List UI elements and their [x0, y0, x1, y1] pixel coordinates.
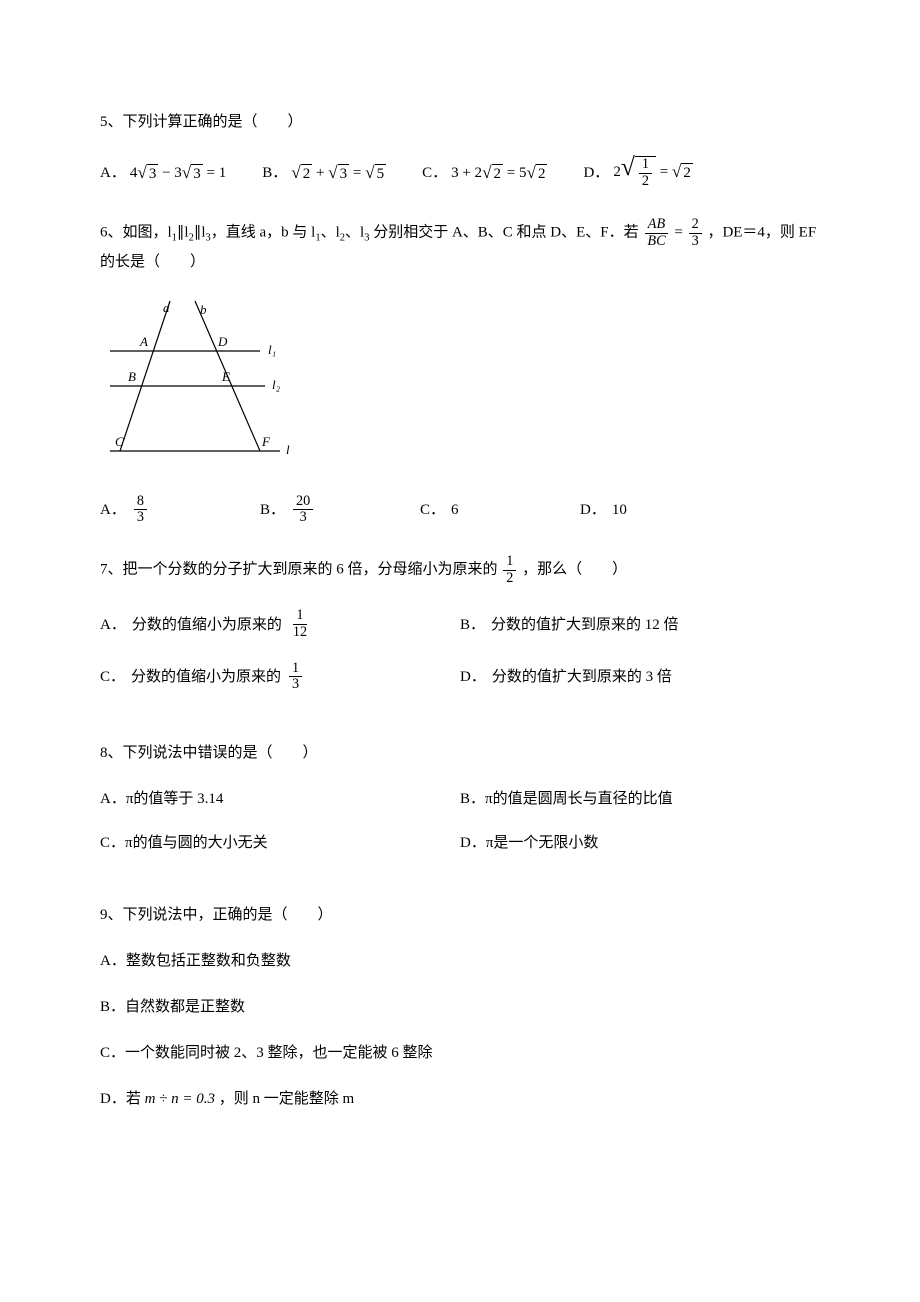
q5-option-a: A． 4√3 − 3√3 = 1 [100, 161, 226, 185]
q7-option-b: B．分数的值扩大到原来的 12 倍 [460, 608, 820, 640]
q5-b-label: B． [262, 161, 287, 185]
sqrt-icon: √3 [182, 164, 203, 183]
q6-option-d: D．10 [580, 494, 740, 526]
q9-option-c: C．一个数能同时被 2、3 整除，也一定能被 6 整除 [100, 1041, 820, 1065]
question-5: 5、下列计算正确的是（ ） A． 4√3 − 3√3 = 1 B． √2 + √… [100, 110, 820, 189]
q9-option-a: A．整数包括正整数和负整数 [100, 949, 820, 973]
q5-option-b: B． √2 + √3 = √5 [262, 161, 386, 185]
sqrt-icon: √2 [291, 164, 312, 183]
svg-text:l₃: l₃ [286, 442, 290, 457]
svg-text:E: E [221, 369, 230, 384]
q5-a-label: A． [100, 161, 126, 185]
svg-text:F: F [261, 434, 271, 449]
question-8: 8、下列说法中错误的是（ ） A．π的值等于 3.14 B．π的值是圆周长与直径… [100, 741, 820, 875]
q8-option-c: C．π的值与圆的大小无关 [100, 831, 460, 855]
q6-text: 6、如图，l1∥l2∥l3，直线 a，b 与 l1、l2、l3 分别相交于 A、… [100, 217, 820, 273]
q9-option-b: B．自然数都是正整数 [100, 995, 820, 1019]
sqrt-icon: √2 [527, 164, 548, 183]
q9-options: A．整数包括正整数和负整数 B．自然数都是正整数 C．一个数能同时被 2、3 整… [100, 949, 820, 1111]
q8-options: A．π的值等于 3.14 B．π的值是圆周长与直径的比值 C．π的值与圆的大小无… [100, 787, 820, 875]
q6-diagram: a b A D B E C Fl₁ l₂ l₃ [100, 296, 820, 474]
q8-option-b: B．π的值是圆周长与直径的比值 [460, 787, 820, 811]
q7-option-d: D．分数的值扩大到原来的 3 倍 [460, 661, 820, 693]
sqrt-icon: √5 [365, 164, 386, 183]
q5-c-label: C． [422, 161, 447, 185]
sqrt-icon: √2 [672, 163, 693, 182]
sqrt-icon: √3 [328, 164, 349, 183]
q6-option-b: B． 203 [260, 494, 420, 526]
q6-option-c: C．6 [420, 494, 580, 526]
question-9: 9、下列说法中，正确的是（ ） A．整数包括正整数和负整数 B．自然数都是正整数… [100, 903, 820, 1111]
q5-b-math: √2 + √3 = √5 [291, 161, 386, 185]
svg-text:A: A [139, 334, 148, 349]
q7-options: A．分数的值缩小为原来的 112 B．分数的值扩大到原来的 12 倍 C．分数的… [100, 608, 820, 713]
svg-text:B: B [128, 369, 136, 384]
q6-options: A． 83 B． 203 C．6 D．10 [100, 494, 820, 526]
svg-text:C: C [115, 434, 124, 449]
sqrt-icon: √12 [621, 156, 656, 189]
q7-option-c: C．分数的值缩小为原来的 13 [100, 661, 460, 693]
q5-option-d: D． 2√12 = √2 [583, 156, 692, 189]
svg-text:l₂: l₂ [272, 377, 281, 392]
parallel-lines-diagram: a b A D B E C Fl₁ l₂ l₃ [100, 296, 290, 466]
svg-text:D: D [217, 334, 228, 349]
fraction-2-3: 23 [689, 217, 702, 249]
q5-text: 5、下列计算正确的是（ ） [100, 110, 820, 134]
q5-options: A． 4√3 − 3√3 = 1 B． √2 + √3 = √5 C． 3 + … [100, 156, 820, 189]
q5-d-math: 2√12 = √2 [613, 156, 693, 189]
q5-c-math: 3 + 2√2 = 5√2 [451, 161, 547, 185]
sqrt-icon: √2 [482, 164, 503, 183]
svg-text:l₁: l₁ [268, 342, 276, 357]
svg-text:b: b [200, 302, 207, 317]
q5-option-c: C． 3 + 2√2 = 5√2 [422, 161, 547, 185]
fraction-ab-bc: ABBC [644, 217, 668, 249]
q8-text: 8、下列说法中错误的是（ ） [100, 741, 820, 765]
q6-option-a: A． 83 [100, 494, 260, 526]
fraction-half: 12 [503, 554, 516, 586]
q5-a-math: 4√3 − 3√3 = 1 [130, 161, 226, 185]
q9-option-d: D．若 m ÷ n = 0.3 ，则 n 一定能整除 m [100, 1087, 820, 1111]
question-7: 7、把一个分数的分子扩大到原来的 6 倍，分母缩小为原来的 12 ，那么（ ） … [100, 554, 820, 713]
sqrt-icon: √3 [137, 164, 158, 183]
q8-option-a: A．π的值等于 3.14 [100, 787, 460, 811]
svg-text:a: a [163, 300, 170, 315]
q7-text: 7、把一个分数的分子扩大到原来的 6 倍，分母缩小为原来的 12 ，那么（ ） [100, 554, 820, 586]
q5-d-label: D． [583, 161, 609, 185]
question-6: 6、如图，l1∥l2∥l3，直线 a，b 与 l1、l2、l3 分别相交于 A、… [100, 217, 820, 526]
q7-option-a: A．分数的值缩小为原来的 112 [100, 608, 460, 640]
q9-text: 9、下列说法中，正确的是（ ） [100, 903, 820, 927]
q8-option-d: D．π是一个无限小数 [460, 831, 820, 855]
